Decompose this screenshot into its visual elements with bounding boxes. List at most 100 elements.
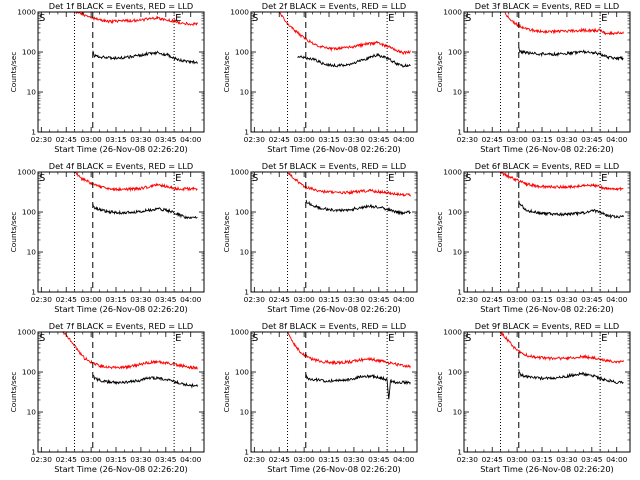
y-tick-label: 1 (244, 288, 249, 297)
y-tick-label: 100 (448, 368, 462, 377)
lld-series-line (74, 11, 198, 27)
x-tick-label: 03:15 (531, 135, 553, 144)
x-tick-label: 03:15 (105, 295, 127, 304)
x-tick-label: 02:45 (56, 135, 78, 144)
start-marker-label: S (39, 333, 45, 344)
y-tick-label: 10 (453, 88, 463, 97)
detector-panel: Det 5f BLACK = Events, RED = LLD 1 10 100 10… (213, 160, 426, 320)
x-tick-label: 02:45 (56, 295, 78, 304)
y-tick-label: 1 (31, 448, 36, 457)
detector-panel: Det 2f BLACK = Events, RED = LLD 1 10 100 10… (213, 0, 426, 160)
detector-panel: Det 1f BLACK = Events, RED = LLD 1 10 100 10… (0, 0, 213, 160)
x-tick-label: 03:00 (80, 455, 102, 464)
y-tick-label: 10 (453, 248, 463, 257)
x-tick-label: 03:30 (556, 295, 578, 304)
x-tick-label: 03:15 (531, 455, 553, 464)
y-tick-label: 1 (244, 448, 249, 457)
x-tick-label: 03:30 (343, 295, 365, 304)
detector-chart: Det 3f BLACK = Events, RED = LLD 1 10 100 10… (435, 1, 631, 154)
x-tick-label: 03:45 (368, 135, 390, 144)
chart-title: Det 1f BLACK = Events, RED = LLD (49, 1, 193, 11)
detector-chart: Det 4f BLACK = Events, RED = LLD 1 10 100 10… (9, 161, 205, 314)
start-marker-label: S (39, 173, 45, 184)
detector-chart: Det 7f BLACK = Events, RED = LLD 1 10 100 10… (9, 321, 205, 474)
x-tick-label: 04:00 (393, 455, 415, 464)
events-series-line (305, 199, 411, 216)
events-series-line (92, 203, 198, 220)
y-tick-label: 1000 (443, 8, 462, 17)
x-tick-label: 02:30 (244, 295, 266, 304)
y-tick-label: 10 (453, 408, 463, 417)
lld-series-line (500, 171, 624, 192)
events-series-line (305, 373, 411, 400)
x-tick-label: 03:30 (130, 135, 152, 144)
x-axis-label: Start Time (26-Nov-08 02:26:20) (480, 464, 614, 474)
y-tick-label: 100 (235, 48, 249, 57)
chart-title: Det 6f BLACK = Events, RED = LLD (475, 161, 619, 171)
detector-chart: Det 1f BLACK = Events, RED = LLD 1 10 100 10… (9, 1, 205, 154)
y-tick-label: 1 (244, 128, 249, 137)
chart-title: Det 9f BLACK = Events, RED = LLD (475, 321, 619, 331)
x-tick-label: 03:00 (506, 135, 528, 144)
y-tick-label: 1 (31, 288, 36, 297)
x-axis-label: Start Time (26-Nov-08 02:26:20) (480, 304, 614, 314)
start-marker-label: S (39, 13, 45, 24)
x-tick-label: 02:30 (457, 135, 479, 144)
x-tick-label: 04:00 (393, 135, 415, 144)
y-axis-label: Counts/sec (222, 212, 231, 253)
y-axis-label: Counts/sec (435, 212, 444, 253)
detector-chart: Det 5f BLACK = Events, RED = LLD 1 10 100 10… (222, 161, 418, 314)
x-tick-label: 04:00 (606, 295, 628, 304)
x-tick-label: 03:00 (506, 295, 528, 304)
x-tick-label: 03:15 (531, 295, 553, 304)
y-tick-label: 10 (240, 408, 250, 417)
start-marker-label: S (465, 173, 471, 184)
x-tick-label: 03:45 (155, 295, 177, 304)
y-tick-label: 1000 (17, 8, 36, 17)
y-tick-label: 1 (457, 128, 462, 137)
chart-title: Det 7f BLACK = Events, RED = LLD (49, 321, 193, 331)
x-tick-label: 03:45 (581, 455, 603, 464)
lld-series-line (500, 331, 624, 365)
x-tick-label: 02:30 (457, 295, 479, 304)
events-series-line (92, 374, 198, 389)
y-axis-label: Counts/sec (9, 212, 18, 253)
x-tick-label: 04:00 (393, 295, 415, 304)
chart-title: Det 8f BLACK = Events, RED = LLD (262, 321, 406, 331)
chart-title: Det 2f BLACK = Events, RED = LLD (262, 1, 406, 11)
y-tick-label: 1000 (17, 168, 36, 177)
x-tick-label: 02:30 (244, 455, 266, 464)
end-marker-label: E (388, 13, 394, 24)
lld-series-line (287, 171, 411, 197)
x-axis-label: Start Time (26-Nov-08 02:26:20) (54, 144, 188, 154)
plot-frame (37, 171, 205, 293)
x-tick-label: 03:00 (293, 295, 315, 304)
x-tick-label: 03:45 (155, 135, 177, 144)
x-tick-label: 04:00 (606, 135, 628, 144)
y-tick-label: 1000 (443, 328, 462, 337)
x-axis-label: Start Time (26-Nov-08 02:26:20) (480, 144, 614, 154)
x-tick-label: 03:15 (105, 455, 127, 464)
x-tick-label: 02:30 (31, 295, 53, 304)
events-series-line (92, 50, 198, 65)
detector-panel: Det 7f BLACK = Events, RED = LLD 1 10 100 10… (0, 320, 213, 480)
x-tick-label: 03:45 (581, 135, 603, 144)
chart-title: Det 5f BLACK = Events, RED = LLD (262, 161, 406, 171)
y-tick-label: 10 (27, 408, 37, 417)
start-marker-label: S (252, 13, 258, 24)
detector-panel: Det 8f BLACK = Events, RED = LLD 1 10 100 10… (213, 320, 426, 480)
y-tick-label: 1000 (230, 168, 249, 177)
lld-series-line (287, 331, 411, 369)
x-tick-label: 02:45 (269, 295, 291, 304)
detector-panel: Det 3f BLACK = Events, RED = LLD 1 10 100 10… (426, 0, 639, 160)
detector-panel: Det 9f BLACK = Events, RED = LLD 1 10 100 10… (426, 320, 639, 480)
y-tick-label: 1000 (443, 168, 462, 177)
detector-panel: Det 4f BLACK = Events, RED = LLD 1 10 100 10… (0, 160, 213, 320)
x-tick-label: 02:45 (269, 135, 291, 144)
y-tick-label: 1 (457, 288, 462, 297)
y-tick-label: 100 (22, 48, 36, 57)
y-axis-label: Counts/sec (435, 52, 444, 93)
events-series-line (297, 53, 411, 68)
plot-frame (37, 331, 205, 453)
